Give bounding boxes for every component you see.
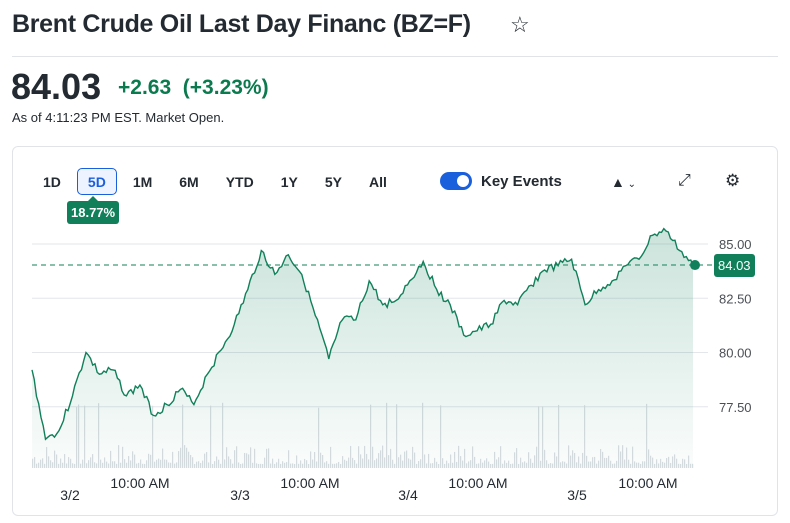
- current-price: 84.03: [11, 66, 102, 107]
- range-1y[interactable]: 1Y: [280, 174, 298, 190]
- range-1d[interactable]: 1D: [43, 174, 61, 190]
- x-tick-label: 10:00 AM: [618, 475, 677, 491]
- x-tick-label: 10:00 AM: [110, 475, 169, 491]
- settings-gear-icon[interactable]: ⚙: [725, 171, 741, 190]
- range-change-badge: 18.77%: [67, 196, 120, 224]
- page-title: Brent Crude Oil Last Day Financ (BZ=F): [12, 10, 471, 38]
- last-price-label: 84.03: [714, 254, 755, 277]
- last-price-dot: [690, 260, 700, 271]
- y-tick-label: 85.00: [719, 237, 752, 252]
- price-change: +2.63 (+3.23%): [118, 76, 269, 99]
- range-6m[interactable]: 6M: [179, 174, 199, 190]
- x-tick-label: 3/5: [567, 487, 587, 503]
- range-5y[interactable]: 5Y: [324, 174, 342, 190]
- x-tick-label: 3/2: [60, 487, 80, 503]
- range-ytd[interactable]: YTD: [225, 174, 254, 190]
- range-all[interactable]: All: [368, 174, 387, 190]
- x-tick-label: 10:00 AM: [448, 475, 507, 491]
- range-1m[interactable]: 1M: [132, 174, 153, 190]
- y-tick-label: 80.00: [719, 346, 752, 361]
- x-tick-label: 10:00 AM: [280, 475, 339, 491]
- range-selector: 1D 5D 1M 6M YTD 1Y 5Y All: [32, 168, 403, 195]
- divider: [12, 56, 778, 57]
- as-of-timestamp: As of 4:11:23 PM EST. Market Open.: [12, 110, 225, 125]
- chart-card: [12, 146, 778, 516]
- y-tick-label: 82.50: [719, 291, 752, 306]
- x-tick-label: 3/3: [230, 487, 250, 503]
- chart-type-mountain-icon[interactable]: ▲ ⌄: [611, 174, 637, 190]
- y-tick-label: 77.50: [719, 400, 752, 415]
- x-tick-label: 3/4: [398, 487, 418, 503]
- key-events-label: Key Events: [481, 173, 562, 190]
- expand-icon[interactable]: ⤢: [678, 172, 691, 189]
- price-line: [31, 227, 694, 441]
- star-icon[interactable]: ☆: [510, 12, 530, 37]
- range-5d[interactable]: 5D: [76, 168, 117, 195]
- price-area-fill: [32, 228, 693, 468]
- key-events-toggle[interactable]: [440, 172, 472, 190]
